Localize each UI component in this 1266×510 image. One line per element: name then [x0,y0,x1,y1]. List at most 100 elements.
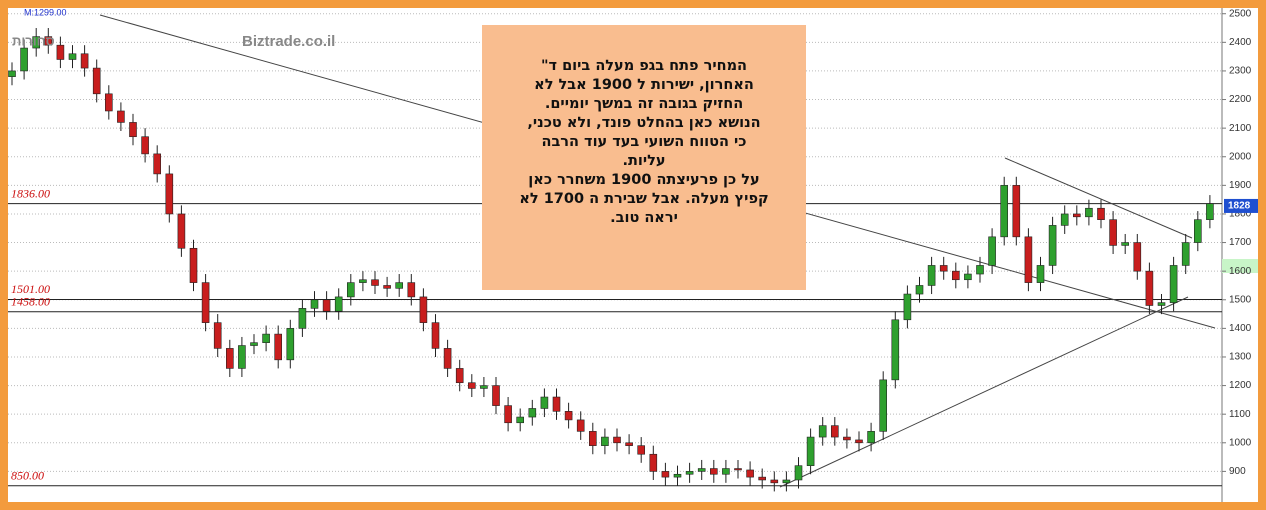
candle-body [371,279,379,286]
candle-body [1133,242,1142,272]
y-tick-label: 1500 [1229,294,1252,305]
trend-line [1004,157,1193,239]
y-tick-label: 1900 [1229,180,1252,191]
candle-body [383,285,391,289]
candle-body [782,479,791,484]
candle-body [419,296,428,323]
candle-body [8,70,16,77]
y-tick-label: 1700 [1229,237,1252,248]
candle-body [1181,242,1190,266]
candle-body [625,442,633,446]
candle-body [770,479,779,484]
candle-body [661,471,670,478]
candle-body [322,299,331,312]
y-tick-label: 2100 [1229,123,1252,134]
candle-body [613,436,621,444]
candle-body [903,293,912,321]
candle-body [951,270,960,281]
y-tick-label: 2300 [1229,66,1252,77]
candle-body [1194,219,1202,243]
candle-body [685,471,694,475]
y-tick-label: 1400 [1229,323,1252,334]
candle-body [588,431,597,446]
level-label: 1501.00 [11,282,50,296]
candle-body [480,385,488,389]
candle-body [286,328,295,361]
y-tick-label: 1000 [1229,437,1252,448]
level-label: 1836.00 [11,186,50,200]
candle-body [734,468,742,471]
candle-body [601,436,609,446]
candle-body [262,333,270,343]
candle-body [20,47,28,72]
candle-body [867,431,875,444]
candle-body [540,396,549,409]
candle-body [830,425,839,438]
candle-body [80,53,89,69]
candle-body [516,416,525,424]
candle-body [879,379,888,432]
last-price-label: 1828 [1228,201,1251,212]
level-marker [1222,259,1258,273]
level-label: 1458.00 [11,295,50,309]
y-tick-label: 1800 [1229,209,1252,220]
candle-body [552,396,561,412]
candle-body [165,173,174,215]
candle-body [722,468,730,475]
candle-body [818,425,827,438]
candle-body [455,368,464,384]
candle-body [697,468,706,472]
y-tick-label: 1100 [1229,409,1251,420]
annotation-line: כי הטווח השועי בעד עוד הרבה [541,134,747,150]
candle-body [964,273,972,281]
annotation-line: הנושא כאן בהחלט פונד, ולא טכני, [527,115,761,131]
candle-body [504,405,512,424]
max-label: M:1299.00 [24,7,67,17]
candle-body [56,44,65,60]
candle-body [855,439,863,444]
candle-body [806,436,815,466]
candle-body [407,282,416,298]
y-tick-label: 900 [1229,466,1246,477]
candle-body [1206,203,1214,220]
candle-body [576,419,585,432]
candle-body [467,382,476,389]
annotation-line: האחרון, ישירות ל 1900 אבל לא [534,77,754,93]
candle-body [141,136,149,155]
candle-body [310,299,319,309]
candle-body [709,468,718,475]
candle-body [443,348,452,369]
candle-body [1048,225,1057,266]
candle-body [44,36,53,46]
candle-body [189,247,198,283]
candle-body [1097,207,1105,220]
candle-body [68,53,77,60]
candle-body [1145,270,1154,306]
candle-body [298,308,307,329]
candle-body [177,213,186,249]
candle-body [32,36,41,49]
candle-body [758,476,767,481]
annotation-line: החזיק בגובה זה במשך יומיים. [544,96,744,112]
candle-body [1073,213,1081,218]
candle-body [1169,265,1178,303]
candle-body [1109,219,1117,246]
candle-body [92,67,101,95]
candle-body [213,322,222,349]
candle-body [746,469,754,478]
y-tick-label: 1600 [1229,266,1252,277]
candle-body [528,408,537,418]
candle-body [238,345,246,369]
annotation-line: המחיר פתח בגפ מעלה ביום ד" [540,58,748,74]
trend-line [779,296,1189,488]
candle-body [891,319,900,381]
y-tick-label: 1300 [1229,352,1252,363]
annotation-box: המחיר פתח בגפ מעלה ביום ד" האחרון, ישירות… [482,25,806,290]
candle-body [1036,265,1045,283]
candle-body [976,265,984,275]
candle-body [1000,185,1009,238]
candle-body [564,411,573,421]
candle-body [1024,236,1033,283]
candle-body [637,445,646,455]
candle-body [1157,302,1166,306]
